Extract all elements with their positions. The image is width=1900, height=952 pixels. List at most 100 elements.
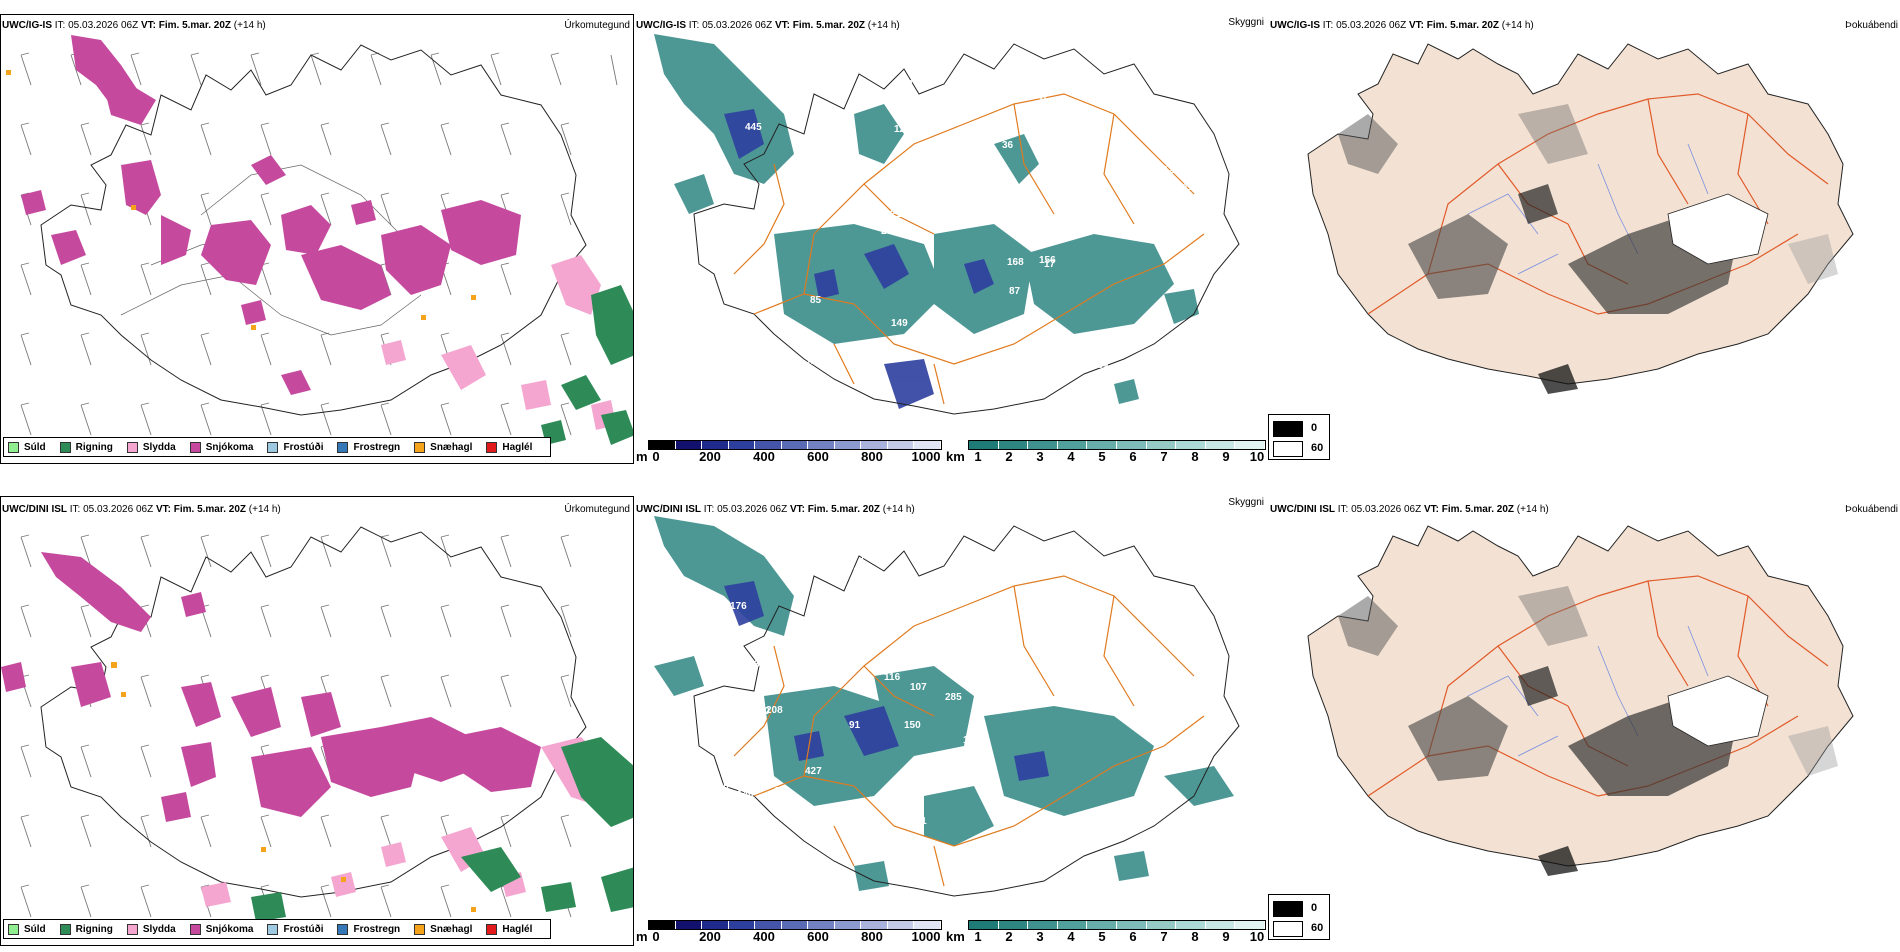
header-row2-panel2: UWC/DINI ISL IT: 05.03.2026 06Z VT: Fim.…: [636, 504, 915, 515]
precip-map-top: [6, 35, 633, 445]
legend-swatch: [8, 923, 19, 935]
visibility-value-label: 69: [754, 297, 766, 308]
visibility-value-label: 110: [835, 164, 852, 175]
fog-dark-swatch: [1273, 421, 1303, 437]
visibility-value-label: 49: [808, 356, 820, 367]
legend-swatch: [337, 923, 349, 935]
colorbar-tick: 7: [1160, 449, 1168, 464]
colorbar-swatch: [728, 441, 756, 449]
colorbar-tick: 400: [753, 929, 775, 944]
visibility-value-label: 445: [745, 122, 762, 133]
legend-label: Slydda: [142, 441, 176, 453]
visibility-value-label: 25: [1036, 626, 1048, 637]
fog-light-label: 60: [1311, 442, 1324, 454]
visibility-value-label: 99: [1176, 679, 1188, 690]
colorbar-swatch: [702, 921, 729, 929]
visibility-value-label: 176: [730, 601, 747, 612]
legend-swatch: [486, 923, 498, 935]
height-colorbar-swatches: [648, 440, 942, 450]
legend-item: Snæhagl: [414, 441, 472, 453]
legend-label: Rigning: [75, 441, 113, 453]
visibility-value-label: 191: [910, 816, 927, 827]
visibility-value-label: 86: [783, 176, 795, 187]
legend-label: Snæhagl: [430, 923, 473, 935]
visibility-value-label: 915: [1138, 154, 1155, 165]
legend-swatch: [337, 441, 349, 453]
visibility-value-label: 125: [963, 735, 980, 746]
visibility-value-label: 145: [1125, 325, 1142, 336]
colorbar-tick: 1000: [911, 449, 941, 464]
visibility-value-label: 168: [1007, 257, 1024, 268]
legend-item: Haglél: [486, 441, 532, 453]
visibility-value-label: 91: [849, 720, 861, 731]
colorbar-tick: 6: [1129, 929, 1137, 944]
visibility-value-label: 516: [981, 864, 998, 875]
visibility-value-label: 101: [969, 865, 986, 876]
sleet-areas: [381, 255, 616, 430]
visibility-value-label: 445: [849, 162, 866, 173]
road-network: [733, 93, 1205, 405]
visibility-value-label: 150: [904, 720, 921, 731]
visibility-value-label: 793: [860, 552, 877, 563]
visibility-value-label: 17: [1044, 259, 1056, 270]
visibility-value-label: 178: [978, 620, 995, 631]
visibility-value-label: 274: [762, 673, 779, 684]
colorbar-tick: 2: [1005, 449, 1013, 464]
visibility-value-label: 79: [848, 566, 860, 577]
fog-light-label: 60: [1311, 922, 1324, 934]
colorbar-swatch: [834, 441, 862, 449]
valid-time: Fim. 5.mar. 20Z: [155, 20, 231, 31]
colorbar-swatch: [1116, 441, 1147, 449]
valid-time-label: VT:: [1408, 20, 1424, 31]
colorbar-swatch: [1176, 441, 1206, 449]
colorbar-swatch: [998, 441, 1029, 449]
colorbar-tick: 800: [861, 449, 883, 464]
valid-time: Fim. 5.mar. 20Z: [1423, 20, 1499, 31]
init-time: IT: 05.03.2026 06Z: [67, 504, 156, 515]
visibility-value-label: 470: [712, 782, 729, 793]
legend-swatch: [267, 923, 279, 935]
panel-title-precip-top: Úrkomutegund: [564, 20, 630, 31]
visibility-value-label: 340: [1081, 557, 1098, 568]
lead-time: (+14 h): [1499, 20, 1534, 31]
low-ceiling-areas: [724, 109, 994, 409]
visibility-labels: 793 416 133 150 125 208 176 25 344 178 285 118 79 91 1…: [712, 552, 1188, 876]
colorbar-swatch: [1146, 921, 1177, 929]
colorbar-swatch: [728, 921, 756, 929]
visibility-value-label: 82: [1098, 818, 1110, 829]
visibility-value-label: 128: [1131, 360, 1148, 371]
colorbar-swatch: [914, 921, 942, 929]
colorbar-swatch: [808, 921, 835, 929]
legend-label: Slydda: [142, 923, 176, 935]
valid-time: Fim. 5.mar. 20Z: [789, 20, 865, 31]
visibility-value-label: 123: [1131, 679, 1148, 690]
visibility-panel-top: 128 23 120 23 36 238 123 136 69 445 218 538 280 205 17…: [634, 14, 1270, 454]
valid-time-label: VT:: [140, 20, 156, 31]
colorbar-swatch: [969, 441, 999, 449]
panel-title-precip-bottom: Úrkomutegund: [564, 504, 630, 515]
legend-item: Súld: [8, 441, 46, 453]
rain-areas: [251, 737, 633, 922]
fog-map-top: [1307, 43, 1854, 394]
visibility-value-label: 23: [738, 192, 750, 203]
colorbar-tick: 1: [974, 929, 982, 944]
valid-time-label: VT:: [155, 504, 171, 515]
fog-light-swatch: [1273, 921, 1303, 937]
fog-land: [1307, 43, 1854, 385]
colorbar-swatch: [781, 441, 809, 449]
visibility-value-label: 280: [906, 126, 923, 137]
visibility-colorbar-bottom: km 1 2 3 4 5 6 7 8 9 10: [944, 918, 1268, 952]
header-row1-panel2: UWC/IG-IS IT: 05.03.2026 06Z VT: Fim. 5.…: [636, 20, 900, 31]
colorbar-swatch: [887, 441, 915, 449]
visibility-value-label: 136: [943, 156, 960, 167]
iceland-outline: [40, 44, 587, 416]
colorbar-tick: 8: [1191, 449, 1199, 464]
visibility-value-label: 116: [884, 672, 901, 683]
lead-time: (+14 h): [880, 504, 915, 515]
colorbar-swatch: [1087, 441, 1117, 449]
legend-item: Súld: [8, 923, 46, 935]
colorbar-swatch: [675, 441, 703, 449]
iceland-outline: [40, 526, 587, 898]
legend-item: Haglél: [486, 923, 532, 935]
visibility-value-label: 238: [807, 126, 824, 137]
